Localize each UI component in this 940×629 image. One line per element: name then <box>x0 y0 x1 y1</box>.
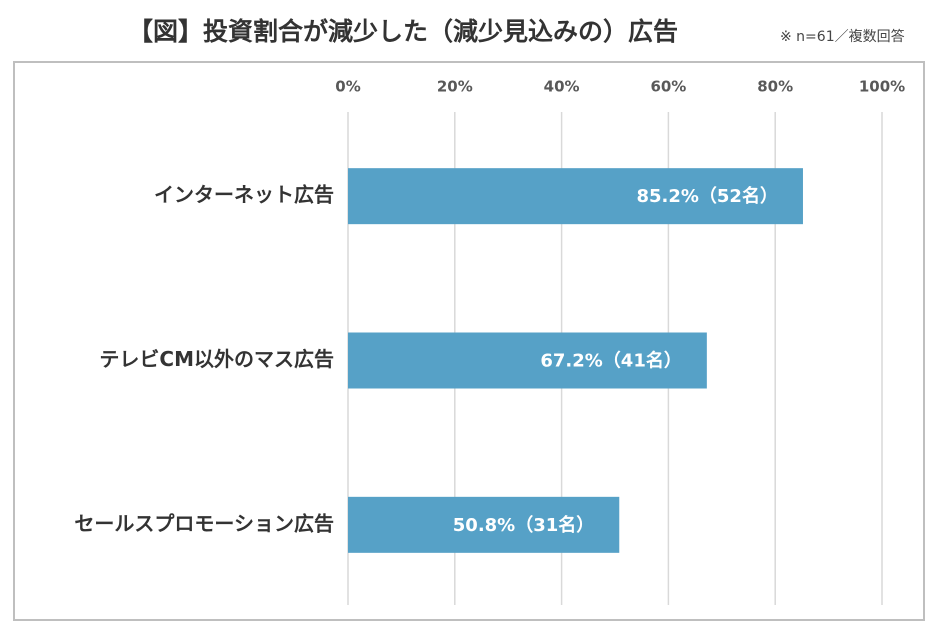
chart-note: ※ n=61／複数回答 <box>780 28 905 45</box>
y-tick-label: テレビCM以外のマス広告 <box>99 347 334 371</box>
chart-title: 【図】投資割合が減少した（減少見込みの）広告 <box>128 17 678 46</box>
x-tick-label: 40% <box>544 78 580 96</box>
data-label: 67.2%（41名） <box>540 350 682 372</box>
x-tick-label: 80% <box>757 78 793 96</box>
x-tick-label: 60% <box>650 78 686 96</box>
data-label: 85.2%（52名） <box>636 185 778 207</box>
x-tick-label: 0% <box>335 78 360 96</box>
x-tick-label: 20% <box>437 78 473 96</box>
y-tick-label: インターネット広告 <box>154 183 334 207</box>
bar <box>348 332 707 389</box>
chart-frame <box>13 61 925 621</box>
data-label: 50.8%（31名） <box>453 514 595 536</box>
bar <box>348 496 620 553</box>
x-tick-label: 100% <box>859 78 905 96</box>
bar <box>348 168 803 225</box>
y-tick-label: セールスプロモーション広告 <box>74 511 334 535</box>
